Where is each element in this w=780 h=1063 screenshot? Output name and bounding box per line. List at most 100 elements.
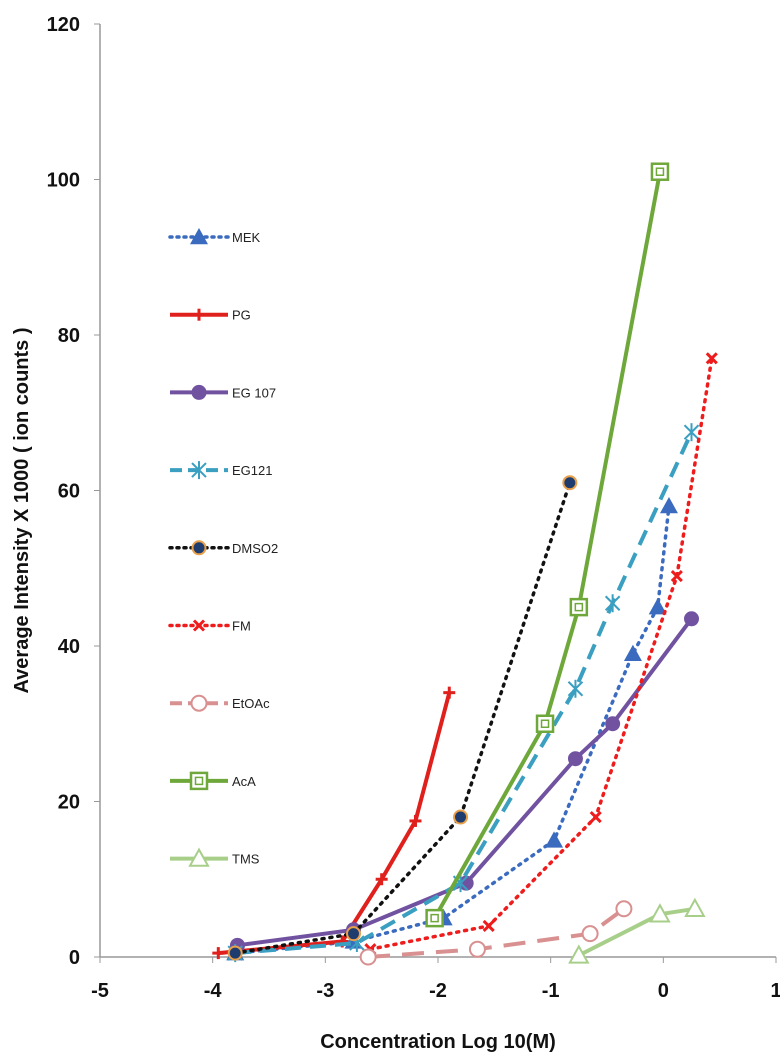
legend-marker-eg-107 xyxy=(191,384,207,400)
data-point-aca-box xyxy=(569,597,589,617)
data-point-pg xyxy=(409,814,422,827)
data-point-aca xyxy=(425,908,444,928)
legend-marker-aca-inner xyxy=(194,776,204,786)
data-point-aca-box xyxy=(425,908,444,928)
legend-item-eg-107: EG 107 xyxy=(170,384,276,400)
legend-marker-aca xyxy=(189,771,209,791)
series-dmso2 xyxy=(227,475,578,961)
axes xyxy=(99,24,776,958)
data-point-etoac xyxy=(359,948,377,966)
legend-marker-tms xyxy=(188,847,210,867)
series-pg xyxy=(212,686,456,960)
y-tick-label: 100 xyxy=(47,170,80,192)
y-tick-label: 80 xyxy=(58,325,80,347)
legend-label-eg121: EG121 xyxy=(232,463,272,478)
legend-label-pg: PG xyxy=(232,308,251,323)
data-point-dmso2 xyxy=(346,926,361,942)
legend-marker-aca-box xyxy=(189,771,209,791)
legend-item-tms: TMS xyxy=(170,847,260,867)
data-point-aca-inner xyxy=(430,913,439,923)
y-axis-title: Average Intensity X 1000 ( ion counts ) xyxy=(11,327,33,693)
data-point-fm-b xyxy=(482,919,495,932)
series-tms xyxy=(568,897,706,964)
data-point-fm xyxy=(482,919,495,932)
legend-item-eg121: EG121 xyxy=(170,461,272,480)
y-tick-label: 0 xyxy=(69,947,80,969)
legend-item-mek: MEK xyxy=(168,228,261,245)
series-line-etoac xyxy=(367,907,626,959)
x-axis-title: Concentration Log 10(M) xyxy=(320,1031,556,1053)
data-point-pg xyxy=(375,873,388,886)
x-tick-label: -2 xyxy=(429,980,447,1002)
legend-item-fm: FM xyxy=(168,619,251,634)
data-point-aca-inner xyxy=(574,602,584,612)
x-tick-label: -4 xyxy=(204,980,223,1002)
data-point-fm-b xyxy=(670,569,683,583)
legend-label-etoac: EtOAc xyxy=(232,696,270,711)
y-tick-label: 60 xyxy=(58,481,80,503)
legend-item-pg: PG xyxy=(170,308,251,323)
data-point-aca-box xyxy=(535,714,555,733)
legend-marker-pg xyxy=(193,308,205,321)
data-point-etoac xyxy=(468,940,486,958)
legend-label-dmso2: DMSO2 xyxy=(232,541,278,556)
data-point-etoac xyxy=(581,925,599,943)
series-eg121 xyxy=(227,423,700,963)
data-point-aca-inner xyxy=(655,167,665,176)
data-point-tms xyxy=(684,897,706,917)
legend-marker-eg121 xyxy=(191,461,207,480)
x-tick-label: -3 xyxy=(316,980,334,1002)
x-tick-label: -5 xyxy=(91,980,109,1002)
data-point-mek xyxy=(623,644,642,661)
data-point-pg xyxy=(443,686,456,699)
data-point-mek xyxy=(648,598,667,615)
series-line-dmso2 xyxy=(233,480,572,955)
series-etoac xyxy=(359,900,633,966)
legend: MEK PG EG 107 EG121 DMSO2 FM EtOAc AcA TMS xyxy=(168,228,278,867)
data-point-eg121 xyxy=(683,423,700,442)
y-tick-label: 20 xyxy=(58,792,80,814)
data-point-tms xyxy=(649,903,671,923)
data-point-fm xyxy=(705,352,718,365)
legend-marker-fm xyxy=(192,619,206,632)
legend-label-aca: AcA xyxy=(232,774,256,789)
legend-item-etoac: EtOAc xyxy=(170,694,270,712)
data-point-dmso2 xyxy=(562,475,578,491)
data-point-eg-107 xyxy=(605,716,621,732)
series-line-eg121 xyxy=(235,431,694,956)
series-line-aca xyxy=(432,171,662,920)
x-tick-label: -1 xyxy=(542,980,560,1002)
data-point-dmso2 xyxy=(227,945,243,961)
y-tick-label: 120 xyxy=(47,14,80,36)
data-point-dmso2 xyxy=(453,809,469,825)
legend-item-dmso2: DMSO2 xyxy=(168,540,278,556)
legend-item-aca: AcA xyxy=(170,771,256,791)
x-tick-label: 1 xyxy=(770,980,780,1002)
data-point-etoac xyxy=(615,900,633,918)
y-tick-label: 40 xyxy=(58,636,80,658)
x-tick-label: 0 xyxy=(658,980,669,1002)
data-point-aca xyxy=(650,162,670,181)
data-point-aca-inner xyxy=(540,719,550,728)
legend-marker-fm-b xyxy=(192,619,206,632)
legend-marker-dmso2 xyxy=(191,540,207,556)
data-point-eg-107 xyxy=(567,751,583,767)
legend-label-eg-107: EG 107 xyxy=(232,385,276,400)
series-line-eg-107 xyxy=(237,617,694,948)
data-point-mek xyxy=(545,831,564,848)
data-point-mek xyxy=(659,497,678,514)
legend-label-fm: FM xyxy=(232,619,251,634)
series-aca xyxy=(425,162,670,928)
data-point-eg-107 xyxy=(458,875,474,891)
data-point-aca xyxy=(535,714,555,733)
data-point-fm-b xyxy=(705,352,718,365)
legend-marker-etoac xyxy=(190,694,208,712)
series-lines xyxy=(212,162,718,966)
legend-label-mek: MEK xyxy=(232,230,261,245)
data-point-pg xyxy=(212,947,225,960)
data-point-aca-box xyxy=(650,162,670,181)
data-point-eg-107 xyxy=(684,611,699,627)
